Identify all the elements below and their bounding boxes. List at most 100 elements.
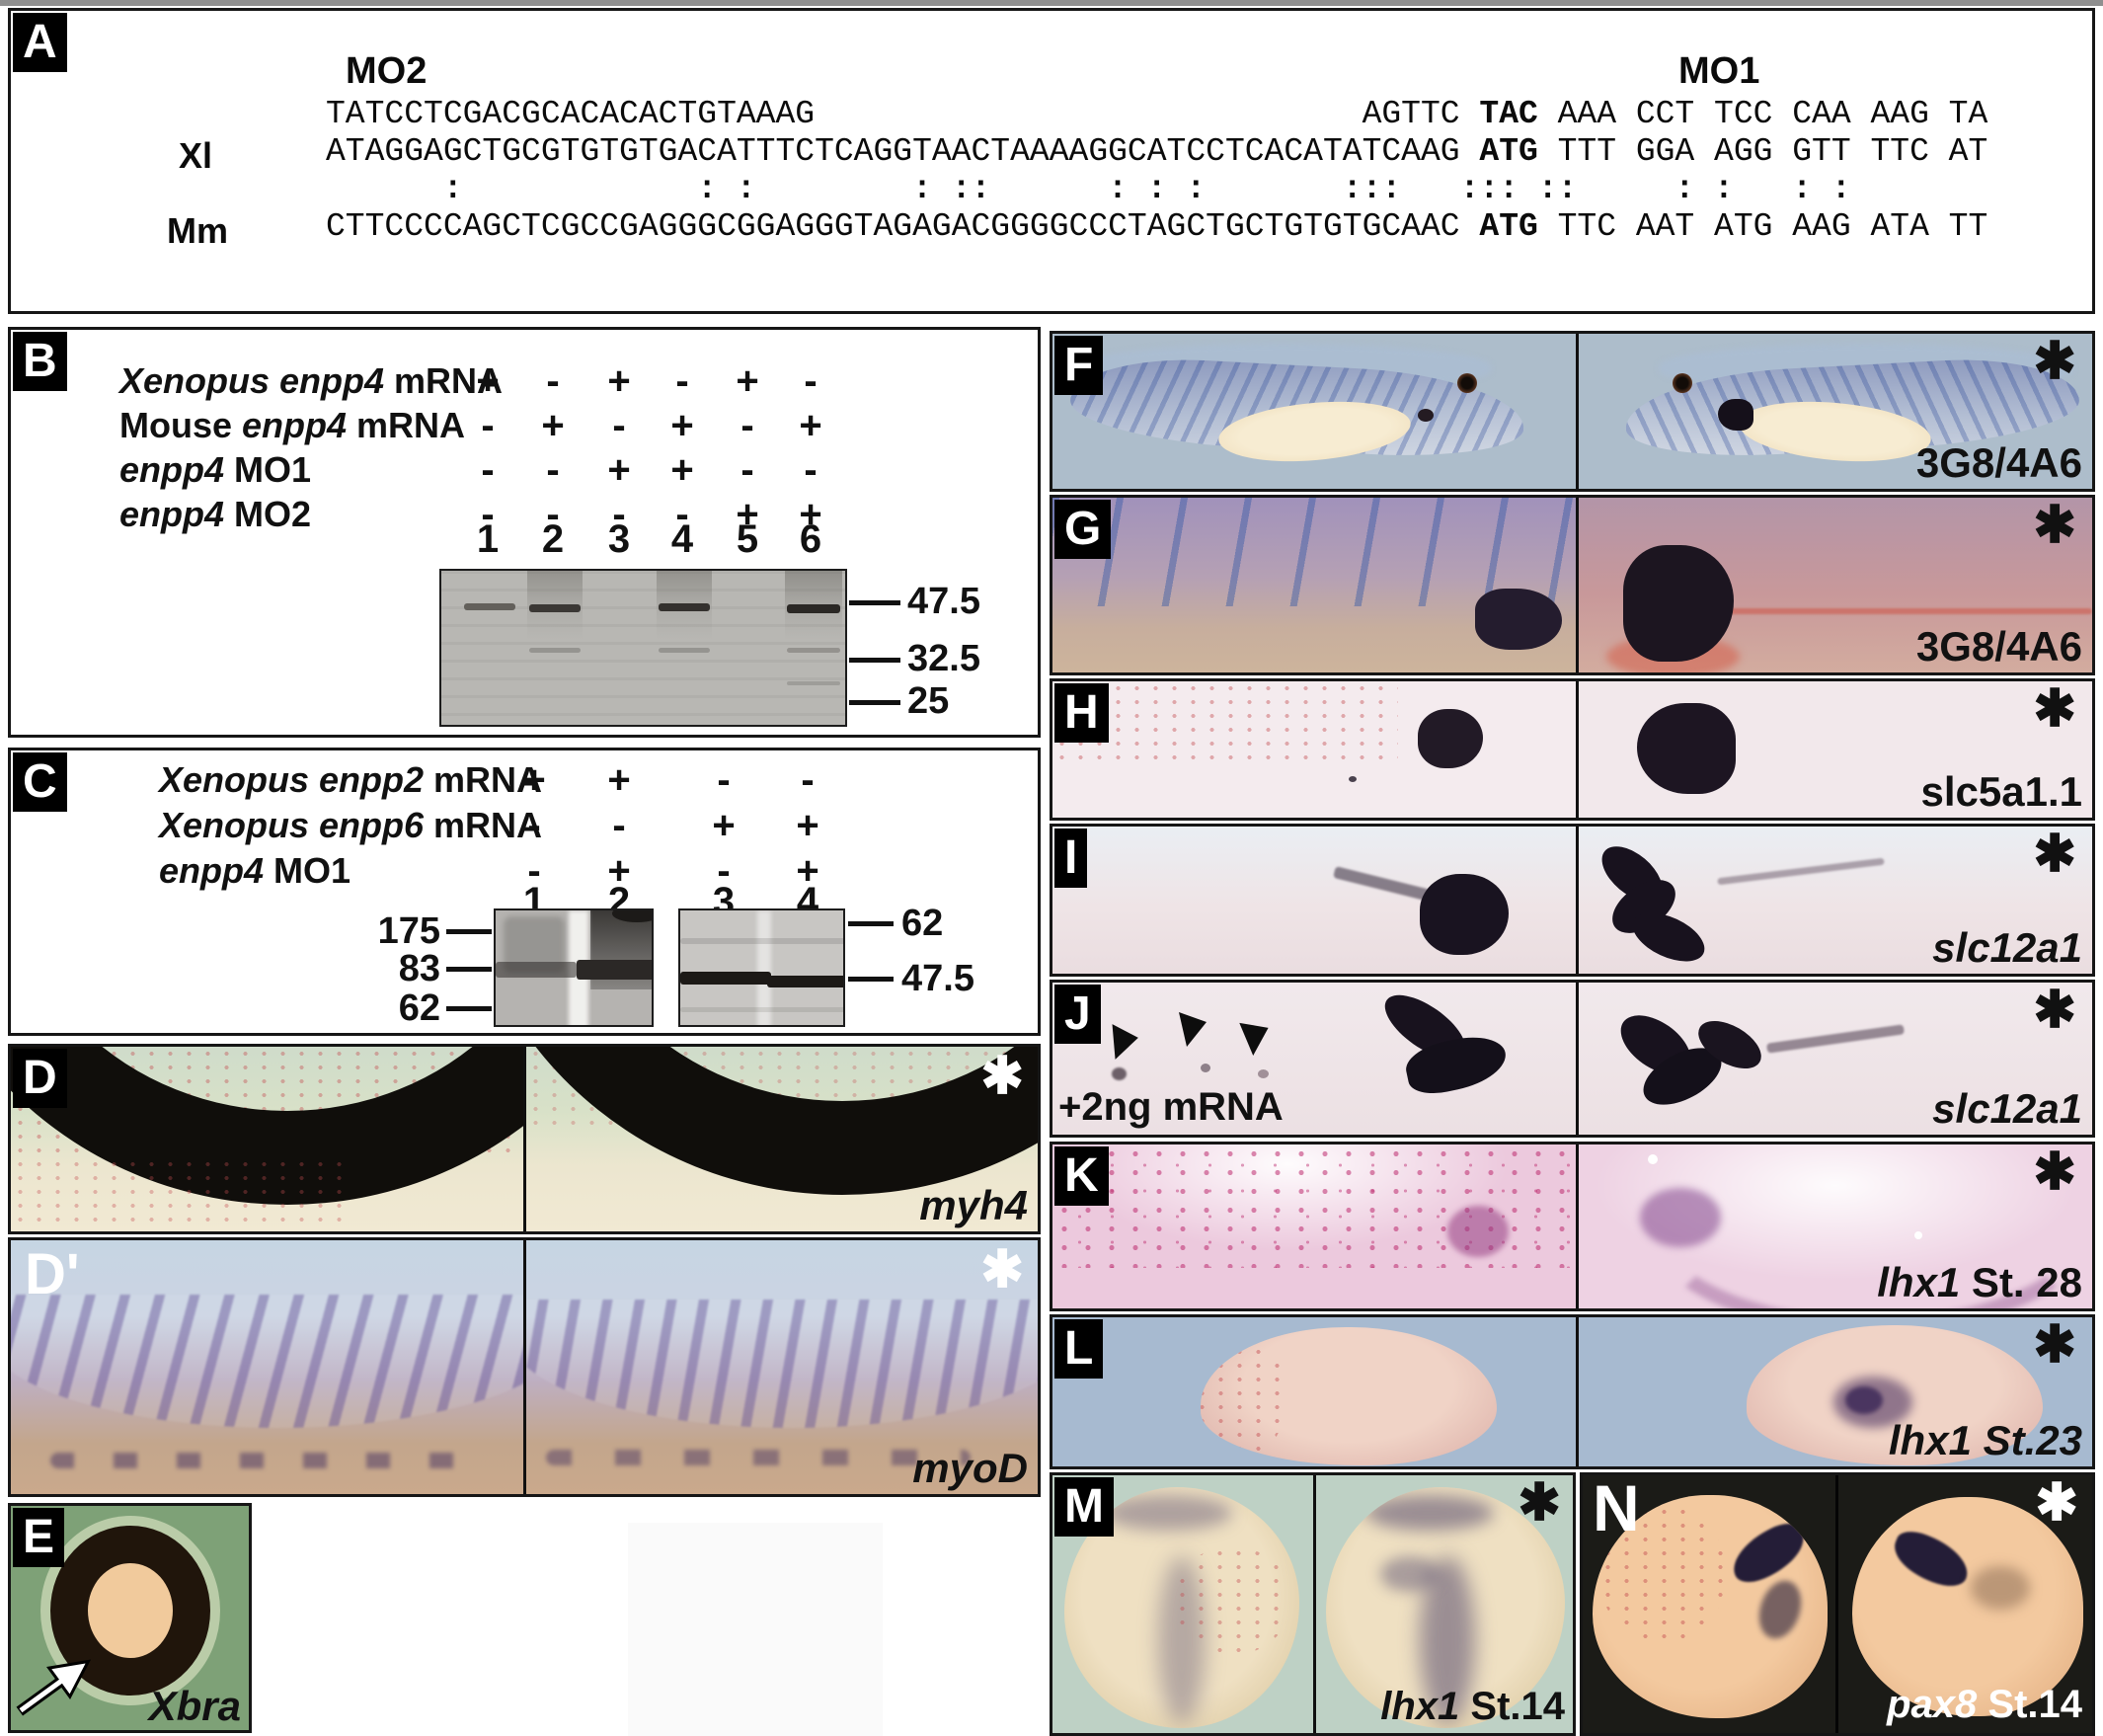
- photo-n-control: [1583, 1475, 1835, 1733]
- panel-k-lhx1-st28: K ✱ lhx1 St. 28: [1050, 1142, 2095, 1311]
- panel-n-pax8-st14: N ✱ pax8 St.14: [1580, 1472, 2095, 1736]
- subpanel-divider: [1313, 1475, 1316, 1733]
- ventral-spots: [50, 1453, 485, 1468]
- plus-minus: -: [717, 758, 731, 802]
- plus-minus: -: [546, 448, 560, 492]
- photo-h-control: [1052, 681, 1576, 818]
- panel-i-slc12a1-stain: I ✱ slc12a1: [1050, 824, 2095, 977]
- plus-minus: -: [804, 359, 818, 403]
- axial-streak: [1158, 1556, 1206, 1724]
- xenopus-sequence-row: ATAGGAGCTGCGTGTGTGACATTTCTCAGGTAACTAAAAG…: [326, 133, 1988, 170]
- plus-minus: +: [607, 758, 631, 802]
- subpanel-divider: [1576, 983, 1579, 1135]
- plus-minus: -: [675, 493, 689, 536]
- condition-row-label: Xenopus enpp6 mRNA: [159, 805, 543, 845]
- condition-row-label: Mouse enpp4 mRNA: [119, 405, 466, 445]
- asterisk: ✱: [2033, 680, 2076, 738]
- condition-row-label: enpp4 MO1: [159, 850, 351, 891]
- stain-tail: [1765, 1024, 1906, 1054]
- plus-minus: -: [740, 448, 754, 492]
- lane-number: 6: [799, 517, 822, 561]
- red-streak: [1707, 608, 2092, 614]
- tubule-stain-blob: [1637, 703, 1736, 794]
- blank-inset: [628, 1523, 883, 1736]
- marker-dash: [446, 967, 492, 972]
- white-speck: [1648, 1154, 1658, 1164]
- plus-minus: -: [740, 404, 754, 447]
- plus-minus: +: [607, 359, 631, 403]
- marker-dash: [848, 921, 894, 926]
- somite-stripes: [11, 1295, 523, 1428]
- faint-stain-dot: [1112, 1067, 1127, 1080]
- faint-band: [787, 681, 840, 685]
- asterisk: ✱: [2033, 333, 2076, 390]
- red-speckle-edge: [1201, 1331, 1286, 1461]
- tubule-stain-blob: [1418, 709, 1483, 768]
- red-speckles: [1173, 1546, 1291, 1655]
- plus-minus: -: [481, 493, 495, 536]
- photo-d-control: [11, 1047, 523, 1231]
- photo-f-control: [1052, 334, 1576, 489]
- condition-row-label: enpp4 MO1: [119, 449, 312, 490]
- faint-stain-dot: [1258, 1069, 1269, 1078]
- panel-letter-i: I: [1054, 829, 1088, 889]
- plus-minus: +: [712, 804, 736, 847]
- plus-minus: -: [527, 849, 541, 893]
- gel-noise: [441, 571, 845, 725]
- panel-letter-l: L: [1054, 1319, 1104, 1380]
- mo2-title: MO2: [346, 50, 428, 92]
- gel-image-left: [494, 908, 654, 1027]
- subpanel-divider: [1576, 827, 1579, 974]
- pax8-stain-mark: [1723, 1516, 1814, 1591]
- ventral-spots: [546, 1450, 971, 1465]
- plus-minus: +: [607, 448, 631, 492]
- stain-blob: [1640, 1188, 1721, 1247]
- subpanel-divider: [1576, 1144, 1579, 1308]
- photo-g-morphant: [1579, 498, 2092, 672]
- panel-letter-e: E: [13, 1508, 65, 1568]
- plus-minus: -: [612, 493, 626, 536]
- plus-minus: -: [612, 804, 626, 847]
- subpanel-divider: [1835, 1475, 1838, 1733]
- tiny-spot: [1349, 776, 1357, 782]
- panel-e-xbra-stain: E Xbra: [8, 1503, 252, 1733]
- faint-band: [680, 1007, 843, 1012]
- subpanel-divider: [523, 1240, 526, 1494]
- red-speckles: [1052, 681, 1398, 760]
- figure-top-edge: [0, 0, 2103, 6]
- panel-letter-a: A: [13, 13, 67, 73]
- embryo: [1593, 1495, 1828, 1718]
- gene-label-myod: myoD: [912, 1444, 1028, 1491]
- photo-m-morphant: [1316, 1475, 1573, 1733]
- mouse-sequence-row: CTTCCCCAGCTCGCCGAGGGCGGAGGGTAGAGACGGGGCC…: [326, 208, 1988, 245]
- pronephros-stain-spot: [1418, 409, 1434, 422]
- plus-minus: +: [670, 448, 694, 492]
- gene-label-lhx1-st28: lhx1 St. 28: [1877, 1258, 2082, 1305]
- gel-white-streak: [757, 910, 771, 1025]
- subpanel-divider: [1576, 1317, 1579, 1466]
- arrowhead-icon: [1239, 1022, 1269, 1056]
- lane-number: 1: [476, 517, 500, 561]
- marker-25: 25: [907, 680, 950, 722]
- panel-l-lhx1-st23: L ✱ lhx1 St.23: [1050, 1314, 2095, 1469]
- tadpole-control: [1068, 344, 1549, 477]
- condition-row-label: Xenopus enpp2 mRNA: [159, 759, 543, 800]
- plus-minus: -: [675, 359, 689, 403]
- marker-62: 62: [398, 987, 440, 1029]
- marker-dash: [849, 700, 900, 705]
- marker-dash: [446, 1006, 492, 1011]
- marker-dash: [446, 929, 492, 934]
- marker-47-5: 47.5: [907, 581, 980, 622]
- panel-letter-c: C: [13, 752, 67, 813]
- panel-g-3g8-4a6-closeup: G ✱ 3G8/4A6: [1050, 495, 2095, 675]
- faint-band: [680, 938, 843, 944]
- panel-letter-k: K: [1054, 1146, 1109, 1207]
- panel-letter-n: N: [1593, 1472, 1640, 1544]
- plus-minus: -: [481, 448, 495, 492]
- panel-m-lhx1-st14: M ✱ lhx1 St.14: [1050, 1472, 1576, 1736]
- plus-minus: +: [736, 493, 759, 536]
- faint-band: [787, 648, 840, 653]
- condition-row-label: Xenopus enpp4 mRNA: [119, 360, 504, 401]
- photo-m-control: [1052, 1475, 1313, 1733]
- protein-band: [577, 960, 652, 980]
